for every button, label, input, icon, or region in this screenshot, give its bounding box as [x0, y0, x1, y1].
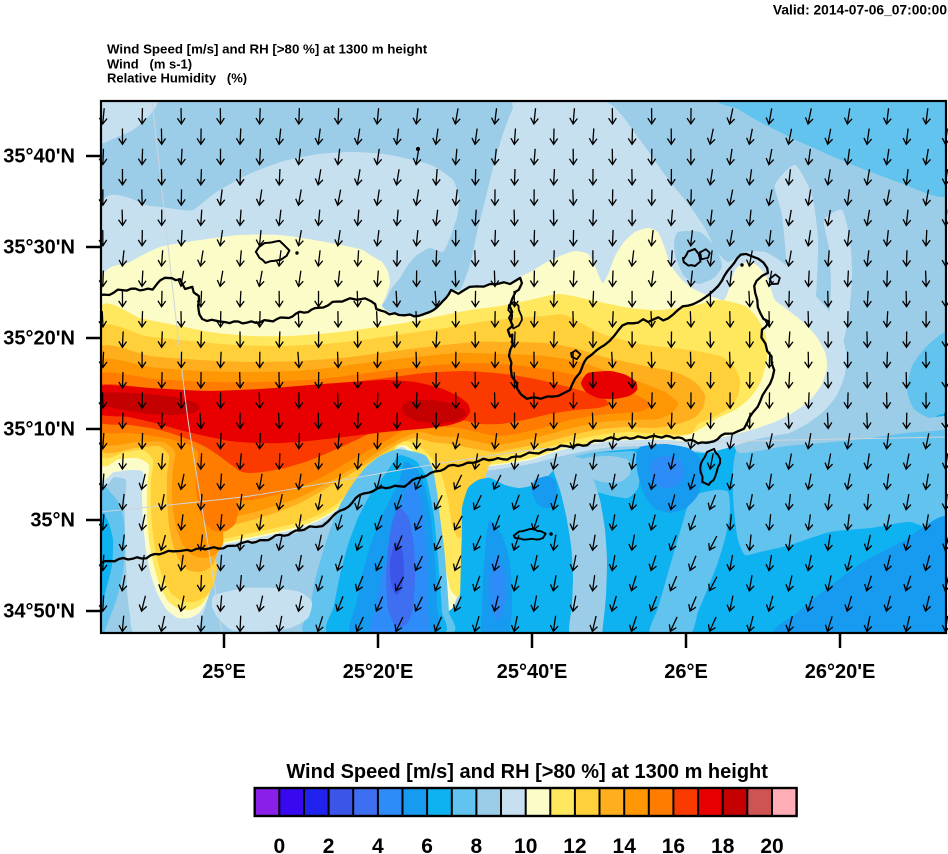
svg-text:26°E: 26°E [664, 661, 708, 683]
svg-text:Valid: 2014-07-06_07:00:00: Valid: 2014-07-06_07:00:00 [773, 3, 947, 18]
svg-text:10: 10 [514, 835, 537, 854]
svg-text:26°20'E: 26°20'E [805, 661, 876, 683]
svg-text:0: 0 [273, 835, 285, 854]
svg-text:34°50'N: 34°50'N [3, 601, 75, 623]
svg-text:35°20'N: 35°20'N [3, 328, 75, 350]
svg-text:Relative Humidity (%): Relative Humidity (%) [107, 71, 247, 86]
svg-text:14: 14 [613, 835, 637, 854]
svg-text:18: 18 [711, 835, 735, 854]
svg-text:25°20'E: 25°20'E [343, 661, 414, 683]
svg-text:35°10'N: 35°10'N [3, 419, 75, 441]
svg-text:8: 8 [471, 835, 483, 854]
svg-text:4: 4 [372, 835, 384, 854]
svg-text:35°N: 35°N [30, 510, 75, 532]
svg-text:Wind Speed [m/s] and RH [>80 %: Wind Speed [m/s] and RH [>80 %] at 1300 … [286, 761, 768, 783]
svg-text:Wind Speed [m/s] and RH [>80 %: Wind Speed [m/s] and RH [>80 %] at 1300 … [107, 42, 428, 57]
svg-text:35°40'N: 35°40'N [3, 146, 75, 168]
svg-text:2: 2 [323, 835, 335, 854]
svg-text:25°E: 25°E [202, 661, 246, 683]
svg-text:Wind (m s-1): Wind (m s-1) [107, 57, 192, 72]
svg-text:25°40'E: 25°40'E [497, 661, 568, 683]
svg-text:12: 12 [563, 835, 586, 854]
svg-text:6: 6 [421, 835, 433, 854]
svg-text:20: 20 [760, 835, 783, 854]
svg-text:16: 16 [662, 835, 685, 854]
svg-text:35°30'N: 35°30'N [3, 237, 75, 259]
